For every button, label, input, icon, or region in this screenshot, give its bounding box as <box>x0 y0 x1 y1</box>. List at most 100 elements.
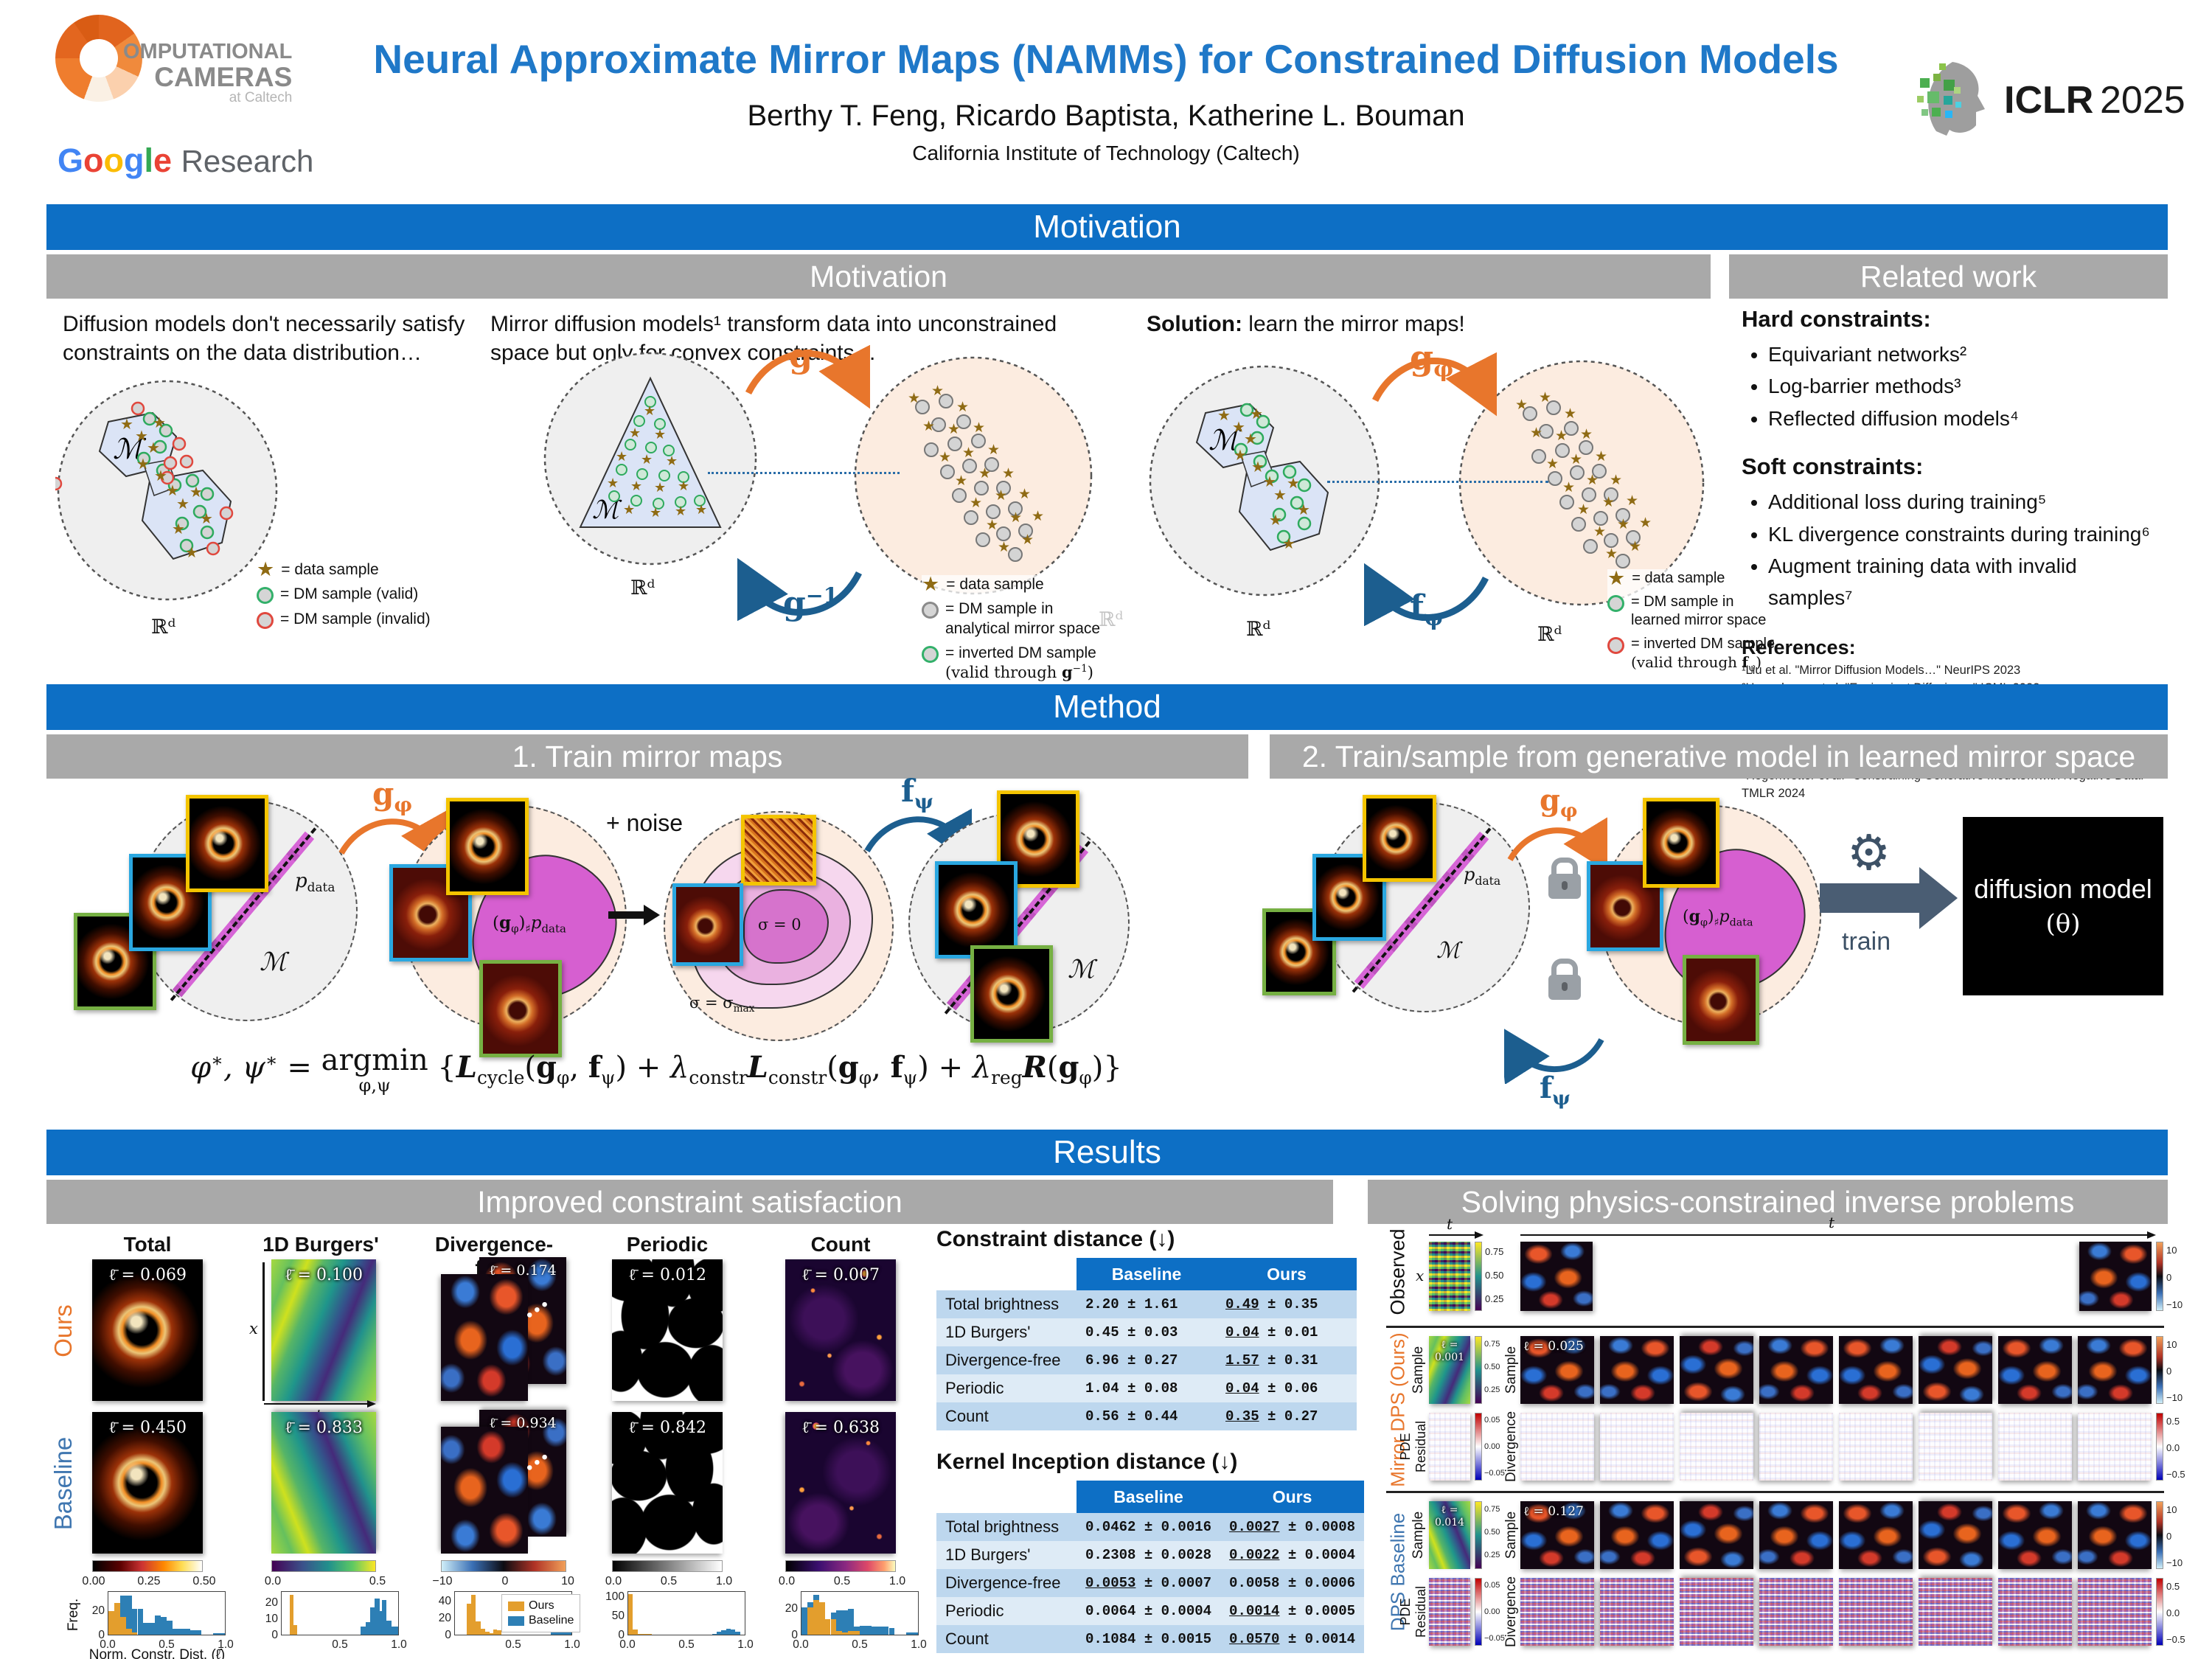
separator-line <box>1386 1326 2164 1328</box>
cb-tick: 0.5 <box>2166 1416 2180 1427</box>
svg-text:★: ★ <box>1217 408 1231 424</box>
histogram-burgers: 0 10 20 0.5 1.0 <box>253 1591 407 1659</box>
svg-text:★: ★ <box>973 420 985 436</box>
hist-bar <box>496 1630 502 1635</box>
sequence-frame <box>1600 1336 1674 1404</box>
colorbar-tick: 0.5 <box>833 1575 851 1587</box>
hist-xtick: 0.5 <box>159 1638 175 1651</box>
g-phi-arrow <box>1507 817 1607 876</box>
hist-bar <box>213 1632 225 1635</box>
colorbar-tick: 0 <box>501 1575 509 1587</box>
hist-xtick: 0.5 <box>332 1638 348 1651</box>
hist-ytick: 0 <box>791 1629 798 1641</box>
hist-bar <box>550 1630 555 1635</box>
sample-label: Sample <box>1411 1511 1426 1559</box>
mirror-sample-icon <box>922 602 939 619</box>
ell-value: ℓ̄ = 0.842 <box>628 1419 706 1437</box>
hist-bar <box>883 1627 889 1635</box>
legend-text: = inverted DM sample (valid through fψ) <box>1631 636 1775 674</box>
results-left-subheader: Improved constraint satisfaction <box>46 1180 1333 1224</box>
sample-label: Sample <box>1503 1511 1519 1559</box>
svg-text:★: ★ <box>1580 427 1593 442</box>
hist-bar <box>125 1628 132 1635</box>
section-results-bar: Results <box>46 1130 2168 1175</box>
svg-text:★: ★ <box>154 468 167 484</box>
hard-constraints-list: Equivariant networks²Log-barrier methods… <box>1747 338 2166 434</box>
sequence-frame <box>1998 1578 2072 1646</box>
cb-tick: 0 <box>2166 1272 2172 1283</box>
cb-tick: 0 <box>2166 1531 2172 1542</box>
list-item: Augment training data with invalid sampl… <box>1768 550 2166 614</box>
cb-tick: 10 <box>2166 1245 2177 1256</box>
mirror-burgers-sample <box>1429 1336 1470 1404</box>
gear-icon: ⚙ <box>1847 825 1891 880</box>
svg-text:★: ★ <box>641 452 653 467</box>
sequence-frame <box>1839 1336 1913 1404</box>
sequence-frame <box>1520 1578 1594 1646</box>
cb-tick: −0.05 <box>1484 1469 1505 1478</box>
hist-bar <box>155 1615 161 1635</box>
svg-text:★: ★ <box>1297 502 1310 518</box>
ell-value: ℓ = 0.127 <box>1523 1504 1584 1519</box>
svg-text:★: ★ <box>1032 509 1044 524</box>
sequence-frame <box>1759 1578 1833 1646</box>
colorbar-tick: 0.0 <box>605 1575 622 1587</box>
pdata-label: pdata <box>1464 864 1501 888</box>
sequence-frame <box>1919 1336 1992 1404</box>
svg-text:★: ★ <box>995 488 1007 504</box>
f-psi-label: fψ <box>901 773 933 814</box>
cb-tick: 10 <box>2166 1504 2177 1515</box>
google-letter: l <box>144 142 154 179</box>
hist-xtick: 1.0 <box>391 1638 407 1651</box>
blackhole-image <box>186 795 268 892</box>
hist-xtick: 1.0 <box>218 1638 234 1651</box>
colorbar <box>1475 1578 1482 1646</box>
hist-legend: Ours Baseline <box>501 1594 581 1632</box>
training-objective-equation: φ∗, ψ∗ = argmin φ,ψ {Lcycle(gφ, fψ) + λco… <box>190 1043 1122 1096</box>
star-icon: ★ <box>257 558 275 580</box>
svg-text:★: ★ <box>172 521 185 538</box>
hist-bar <box>801 1607 807 1635</box>
cb-tick: 0.05 <box>1484 1416 1500 1425</box>
g-inverse-arrow <box>737 557 863 622</box>
sequence-frame <box>1600 1578 1674 1646</box>
legend-text: = data sample <box>281 561 379 578</box>
cc-logo-line2: CAMERAS <box>154 61 293 92</box>
noisy-mirror-image <box>741 815 816 886</box>
cb-tick: 0.50 <box>1484 1528 1500 1537</box>
sequence-frame <box>1998 1413 2072 1481</box>
hist-bar <box>842 1610 849 1635</box>
svg-text:★: ★ <box>185 545 198 561</box>
motivation-p3-text: Solution: learn the mirror maps! <box>1147 310 1707 338</box>
hist-bar <box>161 1616 167 1635</box>
svg-text:★: ★ <box>1269 512 1282 529</box>
hard-constraints-title: Hard constraints: <box>1742 306 1931 332</box>
references-list: ¹Liu et al. "Mirror Diffusion Models…" N… <box>1742 662 2166 803</box>
list-item: Log-barrier methods³ <box>1768 370 2166 402</box>
svg-text:★: ★ <box>675 504 686 518</box>
hist-bar <box>480 1629 486 1635</box>
ell-value: ℓ̄ = 0.069 <box>108 1266 187 1284</box>
motivation-p3-right-diagram: ★ ★★ ★ ★ ★ ★ ★ ★ ★ ★ ★ ★ ★ ★ ★ ★ ★ ★ ★ <box>1458 360 1705 606</box>
colorbar-tick: 0.0 <box>778 1575 796 1587</box>
svg-text:★: ★ <box>931 383 944 399</box>
hist-bar <box>172 1628 178 1635</box>
obs-t-axis <box>1429 1231 1484 1239</box>
svg-text:★: ★ <box>1232 420 1245 436</box>
g-phi-label: gφ <box>372 776 413 817</box>
page-title: Neural Approximate Mirror Maps (NAMMs) f… <box>373 36 1839 82</box>
g-map-label: g <box>789 335 813 375</box>
obs-x-label: x <box>1416 1267 1425 1284</box>
google-letter: G <box>58 142 84 179</box>
table-row: 1D Burgers' 0.45 ± 0.03 0.04 ± 0.01 <box>936 1318 1357 1346</box>
obs-t-label: t <box>1447 1215 1453 1233</box>
svg-text:★: ★ <box>922 419 935 434</box>
hist-bar <box>471 1595 476 1635</box>
ell-value: ℓ̄ = 0.638 <box>801 1419 880 1437</box>
cb-tick: 0.5 <box>2166 1581 2180 1592</box>
cb-tick: 0 <box>2166 1366 2172 1377</box>
sequence-frame <box>1520 1501 1594 1569</box>
camera-aperture-icon <box>55 15 142 102</box>
hist-bar <box>379 1610 382 1635</box>
google-letter: o <box>103 142 125 179</box>
